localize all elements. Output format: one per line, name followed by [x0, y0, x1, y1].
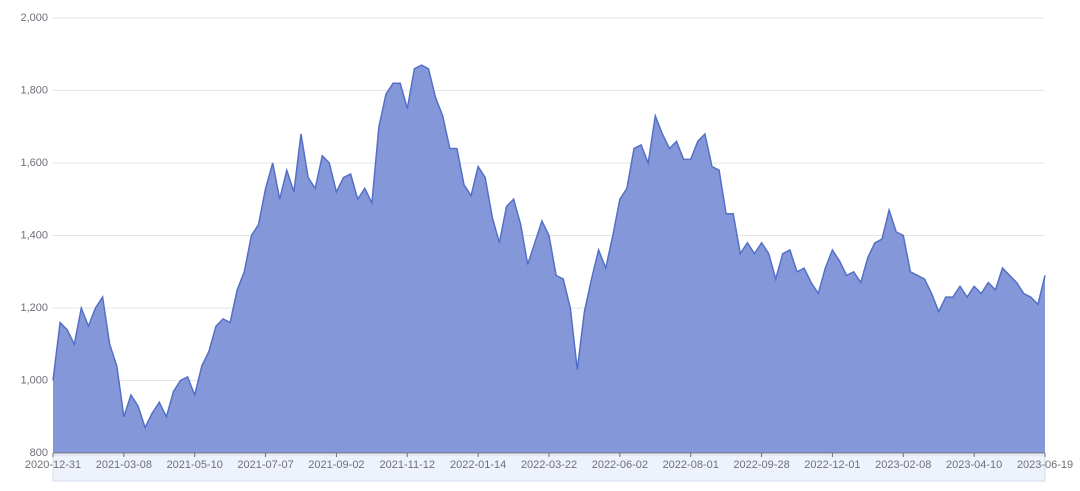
x-tick-label: 2022-01-14 [450, 459, 506, 471]
y-tick-label: 1,400 [20, 229, 48, 241]
x-tick-label: 2021-07-07 [237, 459, 293, 471]
zoom-slider[interactable] [52, 454, 1046, 482]
line [52, 64, 1046, 430]
y-tick-label: 1,800 [20, 84, 48, 96]
x-tick-label: 2021-11-12 [380, 459, 435, 471]
x-tick-label: 2021-05-10 [167, 459, 223, 471]
x-tick-label: 2020-12-31 [25, 459, 81, 471]
y-tick-label: 2,000 [20, 12, 48, 24]
x-tick-label: 2022-03-22 [521, 459, 577, 471]
x-tick-label: 2021-09-02 [308, 459, 364, 471]
x-tick-label: 2023-02-08 [875, 459, 931, 471]
x-tick-label: 2022-08-01 [663, 459, 719, 471]
y-tick-label: 1,200 [20, 302, 48, 314]
x-tick-label: 2021-03-08 [96, 459, 152, 471]
y-tick-label: 1,000 [20, 374, 48, 386]
y-tick-label: 800 [30, 447, 48, 459]
x-tick-label: 2022-06-02 [592, 459, 648, 471]
x-tick-label: 2022-12-01 [804, 459, 860, 471]
y-tick-label: 1,600 [20, 157, 48, 169]
area [53, 65, 1045, 453]
x-tick-label: 2022-09-28 [733, 459, 789, 471]
x-tick-label: 2023-04-10 [946, 459, 1002, 471]
x-tick-label: 2023-06-19 [1017, 459, 1073, 471]
